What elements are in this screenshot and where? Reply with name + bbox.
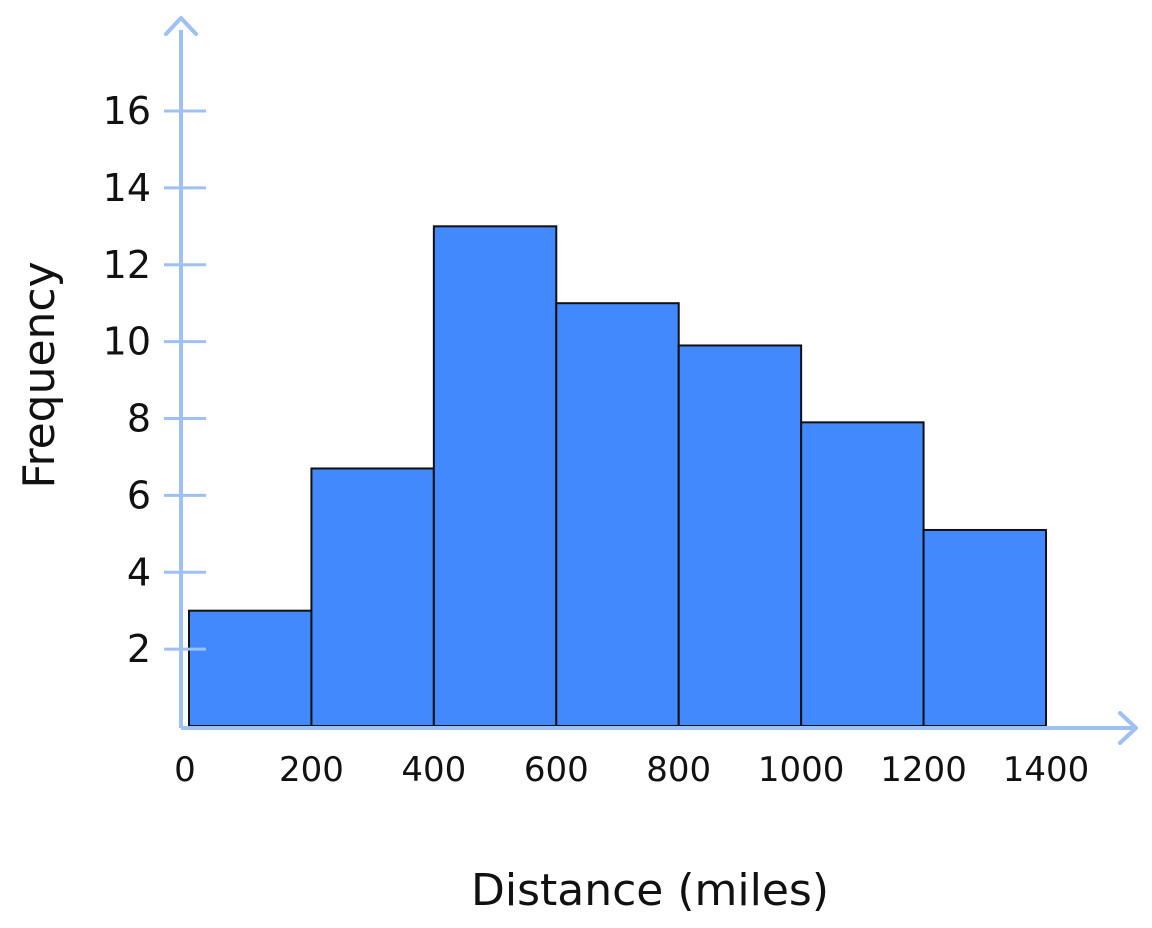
histogram-bar-6 <box>922 528 1047 727</box>
y-tick-label-16: 16 <box>103 89 151 133</box>
bars-layer <box>188 225 1047 727</box>
y-tick-label-6: 6 <box>127 473 151 517</box>
histogram-bar-5 <box>800 421 925 727</box>
y-tick-label-14: 14 <box>103 166 151 210</box>
y-axis-arrow <box>164 16 198 36</box>
x-tick-label-400: 400 <box>401 750 466 790</box>
y-tick-label-10: 10 <box>103 320 151 364</box>
y-axis-title: Frequency <box>14 261 65 488</box>
histogram-bar-0 <box>188 609 313 727</box>
histogram-bar-4 <box>677 344 803 727</box>
y-tick-label-12: 12 <box>103 243 151 287</box>
x-tick-label-1000: 1000 <box>758 750 845 790</box>
labels-layer: 2 4 6 8 10 12 14 16 0 200 400 600 800 1000 1200 1400 <box>103 89 1090 790</box>
y-tick-label-4: 4 <box>127 550 151 594</box>
histogram-bar-3 <box>555 302 680 727</box>
x-tick-label-0: 0 <box>174 750 196 790</box>
histogram-bar-2 <box>432 225 558 727</box>
x-tick-label-200: 200 <box>279 750 344 790</box>
x-tick-label-800: 800 <box>646 750 711 790</box>
y-tick-label-8: 8 <box>127 397 151 441</box>
x-tick-label-600: 600 <box>524 750 589 790</box>
x-tick-label-1200: 1200 <box>880 750 967 790</box>
histogram-bar-1 <box>310 467 435 727</box>
x-axis-arrow <box>1118 711 1138 745</box>
axes-layer <box>164 16 1138 745</box>
y-tick-label-2: 2 <box>127 627 151 671</box>
x-tick-label-1400: 1400 <box>1003 750 1090 790</box>
x-axis-title: Distance (miles) <box>471 865 829 916</box>
